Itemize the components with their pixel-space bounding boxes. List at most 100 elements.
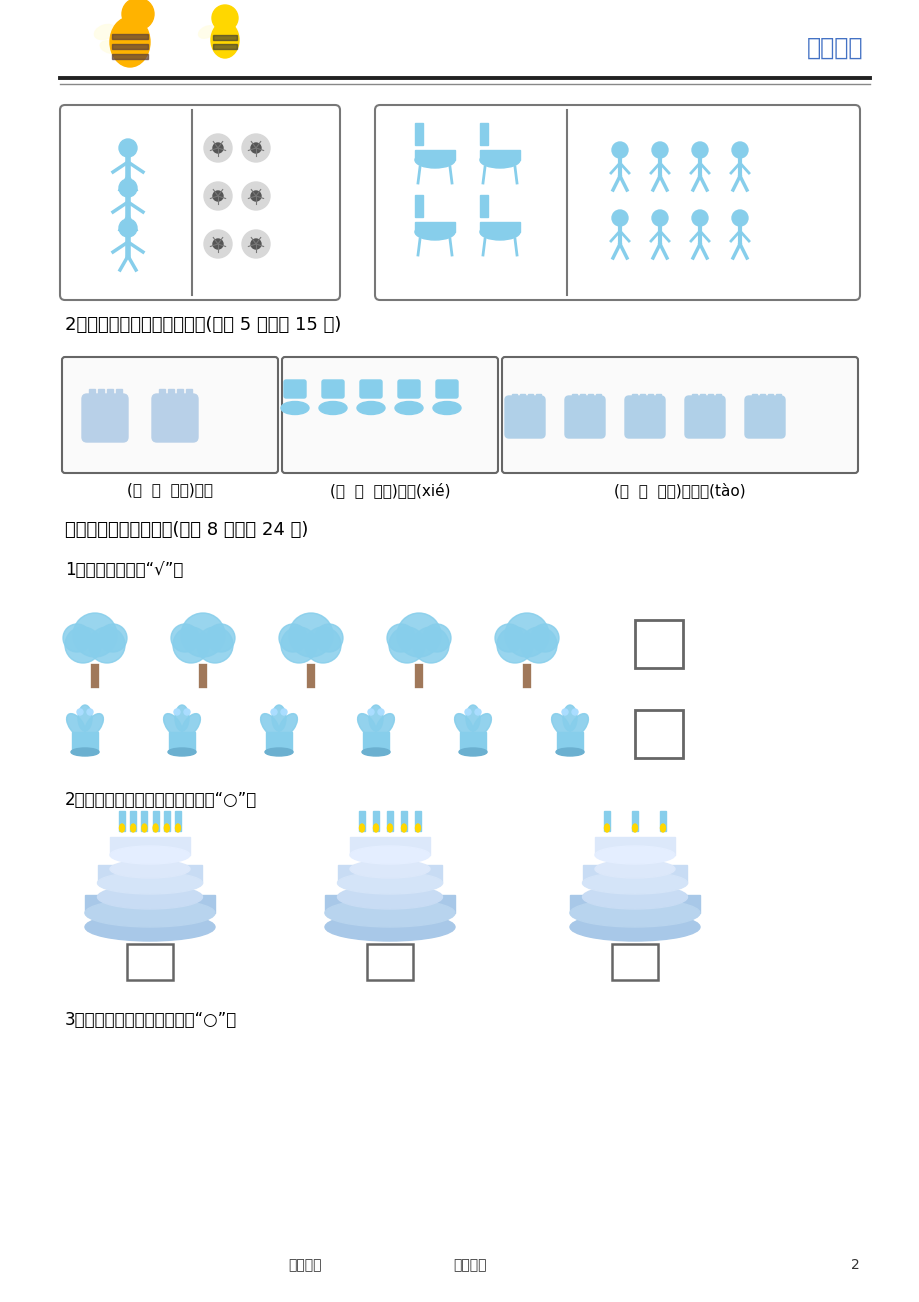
Bar [414,122,423,145]
FancyBboxPatch shape [375,105,859,299]
Circle shape [530,624,559,652]
Bar [119,811,125,831]
Bar [127,944,173,980]
Text: 实用文档: 实用文档 [288,1258,322,1272]
Ellipse shape [604,824,608,832]
Ellipse shape [595,861,675,878]
Ellipse shape [373,824,378,832]
Ellipse shape [97,872,202,894]
Bar [611,944,657,980]
Circle shape [654,408,660,413]
Bar [110,837,190,855]
Ellipse shape [349,846,429,865]
Circle shape [775,408,779,413]
Ellipse shape [210,22,239,59]
Ellipse shape [165,824,169,832]
Ellipse shape [85,898,215,927]
Bar [655,395,660,410]
Bar [414,150,455,160]
Text: (２  ５  １０)双手套(tào): (２ ５ １０)双手套(tào) [614,482,745,497]
Bar [480,195,487,217]
Bar [107,389,113,408]
Bar [634,710,682,758]
Circle shape [562,710,567,715]
Bar [587,395,593,410]
Circle shape [535,408,540,413]
Circle shape [464,710,471,715]
Circle shape [122,0,153,30]
Bar [414,223,455,232]
FancyBboxPatch shape [564,396,605,437]
Ellipse shape [324,913,455,941]
Circle shape [368,710,374,715]
Ellipse shape [153,824,158,832]
Circle shape [251,240,261,249]
Circle shape [174,710,180,715]
Ellipse shape [570,913,699,941]
Circle shape [579,408,584,413]
Bar [414,811,421,831]
Bar [98,865,202,883]
Ellipse shape [660,824,664,832]
Bar [583,865,686,883]
FancyBboxPatch shape [359,380,381,398]
Circle shape [387,624,414,652]
Circle shape [587,408,592,413]
Text: 2．数一数并圈出正确的数。(每题 5 分，共 15 分): 2．数一数并圈出正确的数。(每题 5 分，共 15 分) [65,316,341,335]
Circle shape [732,142,747,158]
Circle shape [378,710,383,715]
Ellipse shape [265,749,292,756]
Circle shape [639,408,644,413]
Ellipse shape [337,872,442,894]
Circle shape [213,143,222,154]
Bar [556,732,583,753]
Ellipse shape [582,885,686,909]
FancyBboxPatch shape [624,396,664,437]
Circle shape [289,613,333,658]
FancyBboxPatch shape [152,395,198,441]
Ellipse shape [168,749,196,756]
Circle shape [168,404,174,410]
Ellipse shape [480,152,519,168]
Ellipse shape [466,704,480,730]
Circle shape [611,210,628,227]
Ellipse shape [357,713,376,737]
Bar [640,395,644,410]
Ellipse shape [130,824,136,832]
Ellipse shape [71,749,99,756]
Bar [691,395,697,410]
Ellipse shape [361,749,390,756]
FancyBboxPatch shape [436,380,458,398]
Circle shape [251,191,261,201]
Circle shape [207,624,234,652]
Bar [699,395,704,410]
Circle shape [119,139,137,158]
Bar [572,395,576,410]
Circle shape [176,404,183,410]
Bar [631,395,636,410]
Bar [767,395,772,410]
Ellipse shape [349,861,429,878]
Ellipse shape [459,749,486,756]
Ellipse shape [142,824,147,832]
Circle shape [181,613,225,658]
Ellipse shape [164,713,182,737]
Circle shape [647,408,652,413]
Text: 精心整理: 精心整理 [453,1258,486,1272]
Circle shape [197,628,233,663]
Ellipse shape [454,713,473,737]
Circle shape [691,142,708,158]
Circle shape [65,628,101,663]
Circle shape [691,210,708,227]
Bar [579,395,584,410]
Ellipse shape [100,40,119,53]
Ellipse shape [175,704,188,730]
Ellipse shape [78,704,92,730]
Bar [414,195,423,217]
Text: 2．在蜡烛插得最少的蛋糕下面画“○”。: 2．在蜡烛插得最少的蛋糕下面画“○”。 [65,792,257,809]
Ellipse shape [199,26,215,38]
Bar [363,732,389,753]
Circle shape [171,624,199,652]
FancyBboxPatch shape [322,380,344,398]
Ellipse shape [401,824,406,832]
